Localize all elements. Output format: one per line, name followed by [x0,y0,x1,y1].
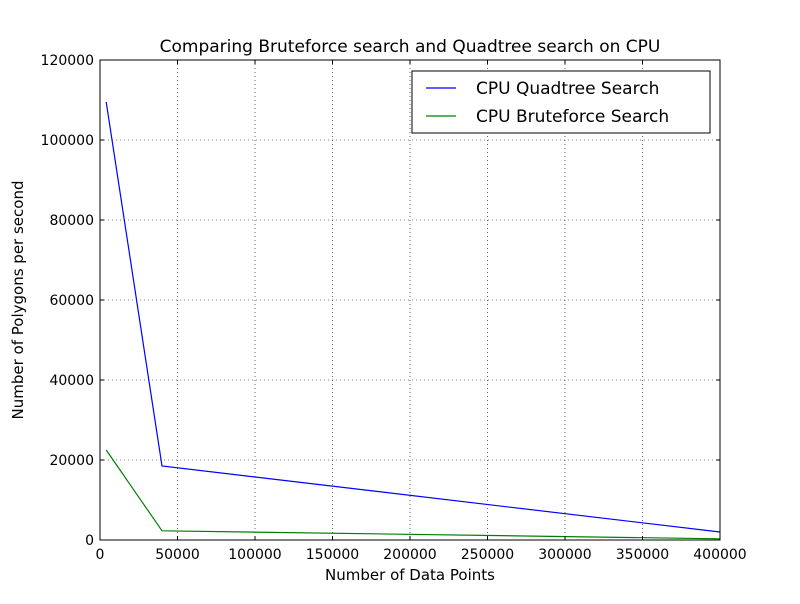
x-axis-label: Number of Data Points [325,566,495,584]
x-tick-label: 0 [96,547,105,563]
legend-label-0: CPU Quadtree Search [476,79,659,99]
x-tick-label: 350000 [616,547,669,563]
x-axis-tick-labels: 0 50000 100000 150000 200000 250000 300000 3500… [96,547,747,563]
x-tick-label: 100000 [228,547,281,563]
legend-label-1: CPU Bruteforce Search [476,107,669,127]
y-tick-label: 80000 [49,213,94,229]
legend: CPU Quadtree Search CPU Bruteforce Search [411,70,711,134]
x-tick-label: 200000 [383,547,436,563]
x-tick-label: 400000 [693,547,746,563]
y-axis-tick-labels: 0 20000 40000 60000 80000 100000 120000 [41,53,94,549]
series-line-0 [105,101,721,533]
series-lines [105,101,721,540]
y-tick-label: 100000 [41,133,94,149]
series-line-1 [105,449,721,540]
chart-title: Comparing Bruteforce search and Quadtree… [160,37,661,57]
x-tick-label: 300000 [538,547,591,563]
y-tick-label: 20000 [49,453,94,469]
legend-box [411,70,711,134]
x-tick-label: 150000 [306,547,359,563]
x-tick-label: 250000 [461,547,514,563]
x-tick-label: 50000 [155,547,200,563]
legend-items: CPU Quadtree Search CPU Bruteforce Search [426,79,669,127]
y-tick-label: 60000 [49,293,94,309]
y-tick-label: 40000 [49,373,94,389]
y-tick-label: 120000 [41,53,94,69]
axis-ticks [99,59,721,541]
y-tick-label: 0 [85,533,94,549]
y-axis-label: Number of Polygons per second [9,181,27,420]
